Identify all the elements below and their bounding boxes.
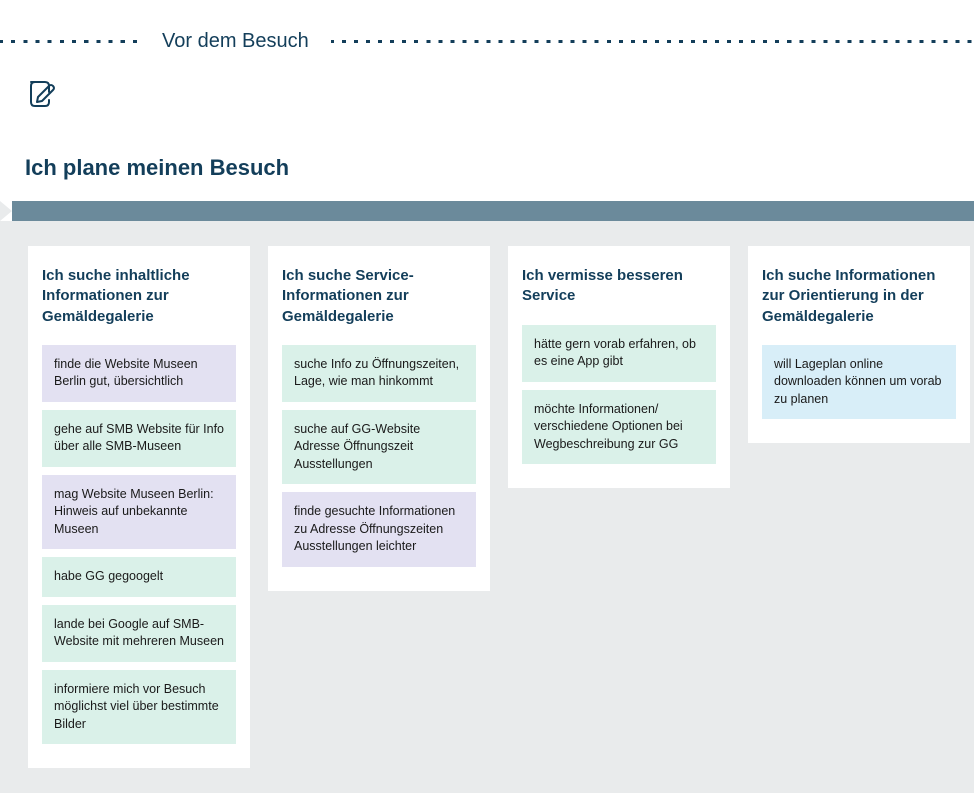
card: suche Info zu Öffnungszeiten, Lage, wie …: [282, 345, 476, 402]
arrow-head-icon: [0, 201, 12, 221]
card: hätte gern vorab erfahren, ob es eine Ap…: [522, 325, 716, 382]
column: Ich suche inhaltliche Informationen zur …: [28, 246, 250, 768]
dashed-line-right: [331, 40, 974, 43]
column-title: Ich suche inhaltliche Informationen zur …: [42, 266, 236, 327]
card: finde die Website Museen Berlin gut, übe…: [42, 345, 236, 402]
column: Ich suche Service-Informationen zur Gemä…: [268, 246, 490, 591]
column: Ich suche Informationen zur Orientierung…: [748, 246, 970, 443]
phase-header: Vor dem Besuch: [0, 30, 974, 53]
phase-title: Vor dem Besuch: [140, 30, 331, 53]
edit-icon: [25, 78, 57, 110]
card: informiere mich vor Besuch möglichst vie…: [42, 670, 236, 745]
plan-title: Ich plane meinen Besuch: [0, 115, 974, 201]
column-title: Ich suche Informationen zur Orientierung…: [762, 266, 956, 327]
card: lande bei Google auf SMB-Website mit meh…: [42, 605, 236, 662]
card: habe GG gegoogelt: [42, 557, 236, 597]
card: will Lageplan online downloaden können u…: [762, 345, 956, 420]
column-title: Ich suche Service-Informationen zur Gemä…: [282, 266, 476, 327]
arrow-body: [12, 201, 974, 221]
card: gehe auf SMB Website für Info über alle …: [42, 410, 236, 467]
arrow-bar: [0, 201, 974, 221]
column: Ich vermisse besseren Service hätte gern …: [508, 246, 730, 488]
card: möchte Informationen/ verschiedene Optio…: [522, 390, 716, 465]
card: mag Website Museen Berlin: Hinweis auf u…: [42, 475, 236, 550]
columns-area: Ich suche inhaltliche Informationen zur …: [0, 221, 974, 793]
card: finde gesuchte Informationen zu Adresse …: [282, 492, 476, 567]
column-title: Ich vermisse besseren Service: [522, 266, 716, 307]
dashed-line-left: [0, 40, 140, 43]
edit-icon-wrap: [0, 53, 974, 115]
card: suche auf GG-Website Adresse Öffnungszei…: [282, 410, 476, 485]
